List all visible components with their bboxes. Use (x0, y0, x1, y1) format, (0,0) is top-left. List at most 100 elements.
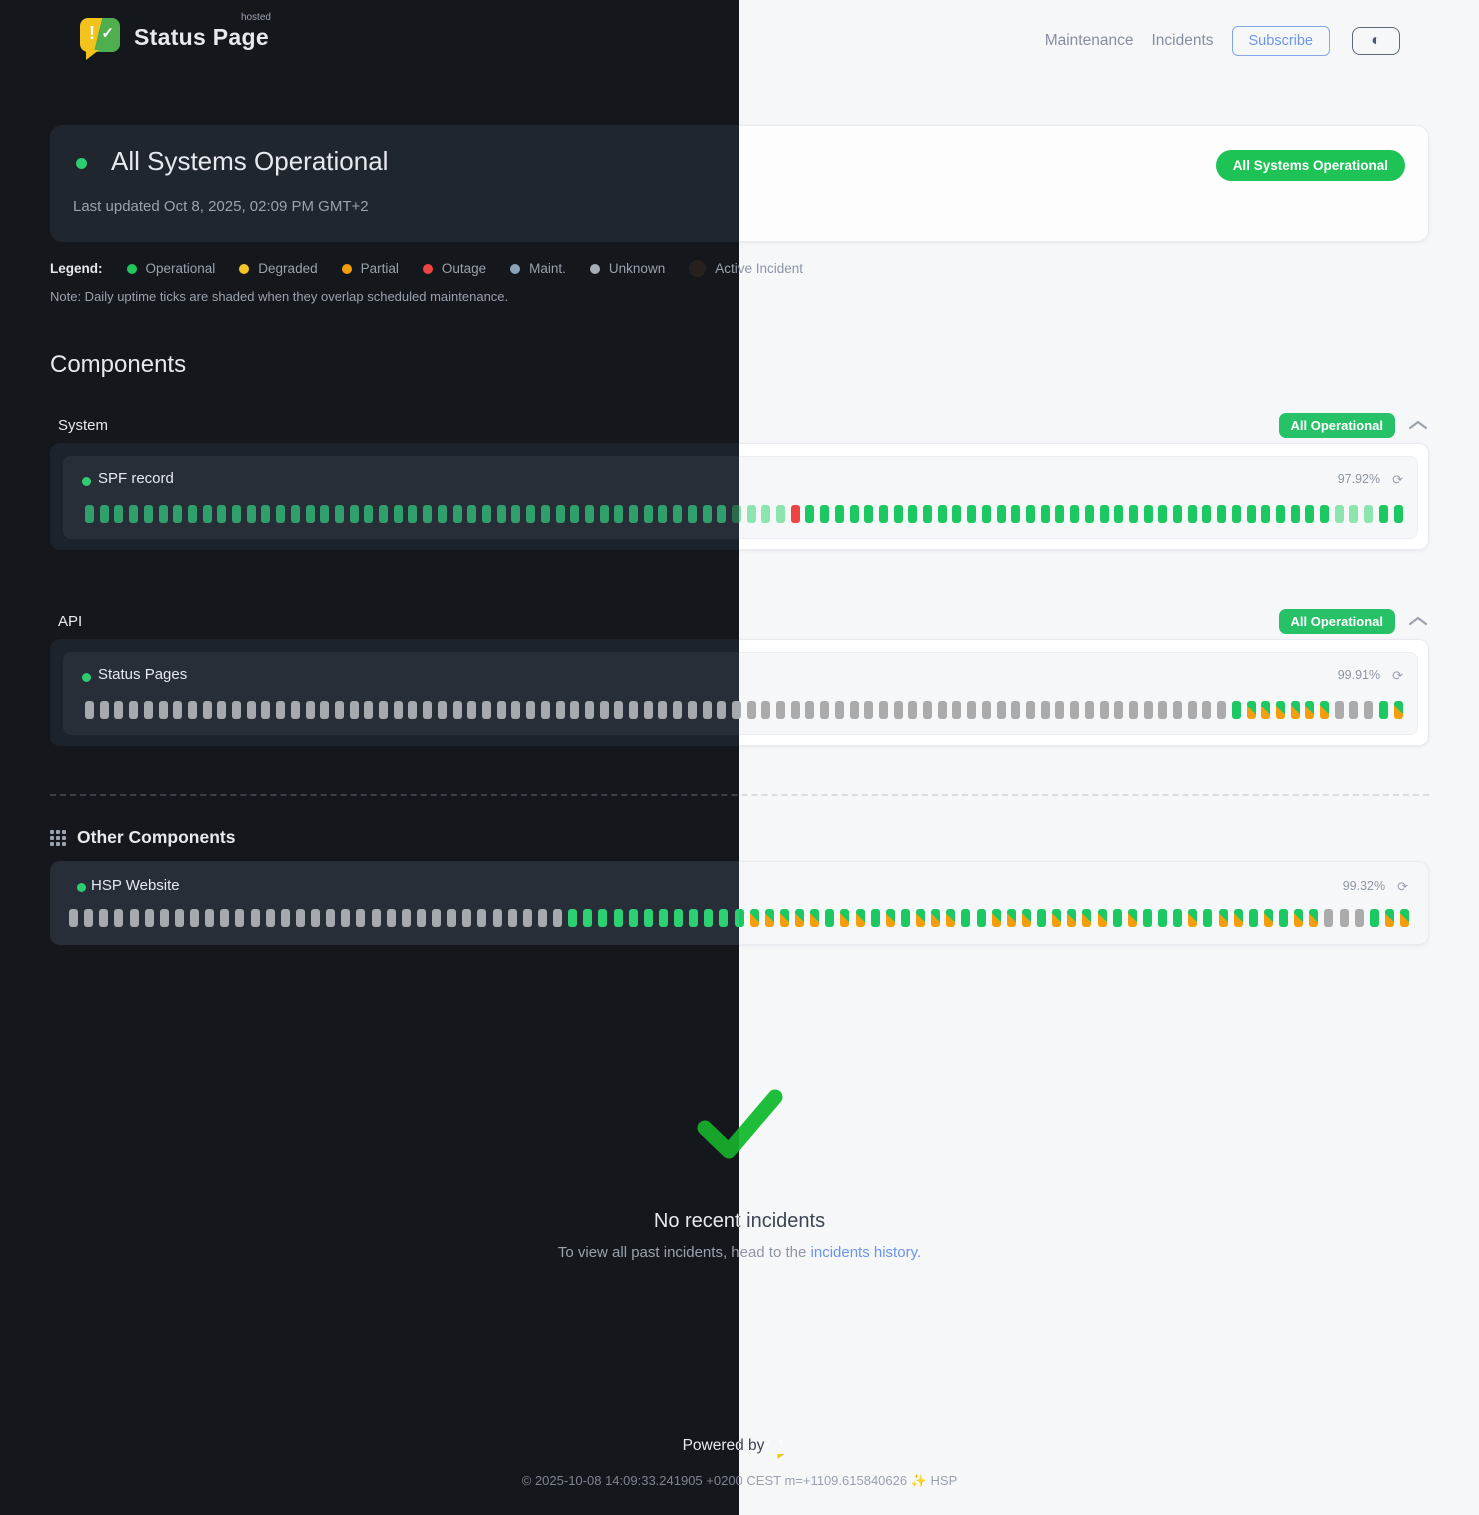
uptime-tick-bar[interactable] (739, 505, 1403, 523)
uptime-tick[interactable] (511, 701, 521, 719)
uptime-tick[interactable] (825, 909, 835, 927)
uptime-tick[interactable] (114, 701, 124, 719)
uptime-tick[interactable] (537, 909, 547, 927)
uptime-tick[interactable] (1021, 909, 1031, 927)
uptime-tick[interactable] (1324, 909, 1334, 927)
uptime-tick[interactable] (776, 505, 786, 523)
uptime-tick[interactable] (893, 701, 903, 719)
uptime-tick[interactable] (702, 701, 712, 719)
uptime-tick[interactable] (923, 505, 933, 523)
uptime-tick[interactable] (129, 505, 139, 523)
uptime-tick[interactable] (658, 505, 668, 523)
uptime-tick[interactable] (952, 701, 962, 719)
uptime-tick[interactable] (349, 701, 359, 719)
uptime-tick[interactable] (967, 505, 977, 523)
uptime-tick[interactable] (628, 909, 638, 927)
uptime-tick[interactable] (129, 701, 139, 719)
incidents-history-link[interactable]: incidents history. (810, 1244, 922, 1261)
uptime-tick[interactable] (1369, 909, 1379, 927)
uptime-tick[interactable] (492, 909, 502, 927)
uptime-tick[interactable] (937, 701, 947, 719)
uptime-tick[interactable] (261, 505, 271, 523)
uptime-tick[interactable] (1114, 505, 1124, 523)
uptime-tick[interactable] (673, 701, 683, 719)
uptime-tick[interactable] (599, 505, 609, 523)
uptime-tick[interactable] (658, 701, 668, 719)
uptime-tick[interactable] (739, 701, 741, 719)
uptime-tick[interactable] (1052, 909, 1062, 927)
uptime-tick[interactable] (878, 701, 888, 719)
uptime-tick[interactable] (820, 701, 830, 719)
uptime-tick[interactable] (1275, 505, 1285, 523)
uptime-tick[interactable] (1026, 701, 1035, 719)
uptime-tick[interactable] (614, 505, 624, 523)
uptime-tick[interactable] (1158, 701, 1168, 719)
uptime-tick[interactable] (371, 909, 381, 927)
uptime-tick[interactable] (1202, 701, 1212, 719)
uptime-tick[interactable] (1055, 505, 1065, 523)
uptime-tick[interactable] (1173, 505, 1183, 523)
uptime-tick[interactable] (144, 909, 154, 927)
uptime-tick[interactable] (1173, 701, 1183, 719)
uptime-tick[interactable] (1026, 505, 1035, 523)
uptime-tick[interactable] (1040, 701, 1050, 719)
uptime-tick[interactable] (1349, 505, 1359, 523)
uptime-tick[interactable] (341, 909, 351, 927)
uptime-tick[interactable] (205, 909, 215, 927)
uptime-tick[interactable] (511, 505, 521, 523)
uptime-tick[interactable] (870, 909, 880, 927)
uptime-tick[interactable] (584, 505, 594, 523)
uptime-tick[interactable] (834, 505, 844, 523)
uptime-tick[interactable] (246, 701, 256, 719)
uptime-tick[interactable] (1309, 909, 1319, 927)
uptime-tick[interactable] (158, 505, 168, 523)
uptime-tick[interactable] (1290, 701, 1300, 719)
uptime-tick[interactable] (158, 701, 168, 719)
uptime-tick[interactable] (496, 505, 506, 523)
uptime-tick-bar[interactable] (69, 909, 739, 927)
nav-incidents-link[interactable]: Incidents (1151, 32, 1214, 49)
uptime-tick[interactable] (1128, 505, 1138, 523)
uptime-tick[interactable] (320, 701, 330, 719)
uptime-tick[interactable] (1011, 505, 1021, 523)
uptime-tick[interactable] (114, 909, 124, 927)
uptime-tick[interactable] (1143, 505, 1153, 523)
uptime-tick[interactable] (1158, 505, 1168, 523)
uptime-tick[interactable] (1339, 909, 1349, 927)
uptime-tick[interactable] (217, 505, 227, 523)
uptime-tick[interactable] (568, 909, 578, 927)
uptime-tick[interactable] (437, 505, 447, 523)
uptime-tick[interactable] (1263, 909, 1273, 927)
uptime-tick[interactable] (981, 505, 991, 523)
refresh-icon[interactable]: ⟳ (1397, 878, 1408, 894)
uptime-tick[interactable] (1173, 909, 1183, 927)
uptime-tick[interactable] (1354, 909, 1364, 927)
refresh-icon[interactable]: ⟳ (1392, 667, 1403, 683)
uptime-tick[interactable] (280, 909, 290, 927)
uptime-tick[interactable] (432, 909, 441, 927)
uptime-tick[interactable] (555, 701, 565, 719)
uptime-tick[interactable] (1393, 505, 1403, 523)
uptime-tick[interactable] (1202, 505, 1212, 523)
uptime-tick-bar[interactable] (739, 701, 1403, 719)
uptime-tick[interactable] (1231, 505, 1241, 523)
uptime-tick[interactable] (1378, 701, 1388, 719)
uptime-tick[interactable] (961, 909, 971, 927)
uptime-tick[interactable] (1112, 909, 1122, 927)
uptime-tick[interactable] (717, 701, 727, 719)
uptime-tick[interactable] (779, 909, 789, 927)
uptime-tick[interactable] (629, 701, 639, 719)
uptime-tick[interactable] (386, 909, 396, 927)
uptime-tick[interactable] (467, 701, 477, 719)
uptime-tick[interactable] (1188, 909, 1198, 927)
uptime-tick[interactable] (923, 701, 933, 719)
uptime-tick[interactable] (462, 909, 472, 927)
uptime-tick[interactable] (805, 701, 815, 719)
uptime-tick[interactable] (746, 701, 756, 719)
uptime-tick[interactable] (1099, 701, 1109, 719)
uptime-tick[interactable] (1097, 909, 1107, 927)
nav-maintenance-link[interactable]: Maintenance (1044, 32, 1134, 49)
uptime-tick[interactable] (1393, 701, 1403, 719)
uptime-tick-bar[interactable] (739, 909, 1409, 927)
uptime-tick[interactable] (1055, 701, 1065, 719)
